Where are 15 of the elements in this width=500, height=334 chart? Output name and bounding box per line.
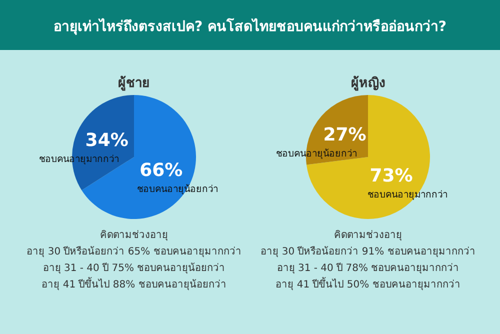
text: อายุ 31 - 40 ปี 75% ชอบคนอายุน้อยกว่า: [42, 262, 226, 274]
chart-subtitle: ผู้ชาย: [118, 75, 150, 91]
text: อายุ 31 - 40 ปี 78% ชอบคนอายุมากกว่า: [276, 262, 460, 274]
data-label: 34%: [85, 130, 128, 152]
text: คิดตามช่วงอายุ: [100, 230, 168, 241]
text: อายุ 30 ปีหรือน้อยกว่า 65% ชอบคนอายุมากกว่า: [26, 246, 242, 258]
text: อายุ 30 ปีหรือน้อยกว่า 91% ชอบคนอายุมากกว่า: [260, 246, 476, 258]
text: อายุ 41 ปีขึ้นไป 88% ชอบคนอายุน้อยกว่า: [42, 276, 226, 290]
text: คิดตามช่วงอายุ: [334, 230, 402, 241]
chart-subtitle: ผู้หญิง: [351, 75, 385, 91]
text: อายุ 41 ปีขึ้นไป 50% ชอบคนอายุมากกว่า: [276, 276, 460, 290]
text: อายุเท่าไหร่ถึงตรงสเปค? คนโสดไทยชอบคนแก่กว่าหรืออ่อนกว่า?: [53, 17, 447, 35]
data-label: 66%: [140, 160, 183, 181]
data-label: 27%: [323, 124, 366, 146]
data-label: 73%: [370, 166, 413, 186]
